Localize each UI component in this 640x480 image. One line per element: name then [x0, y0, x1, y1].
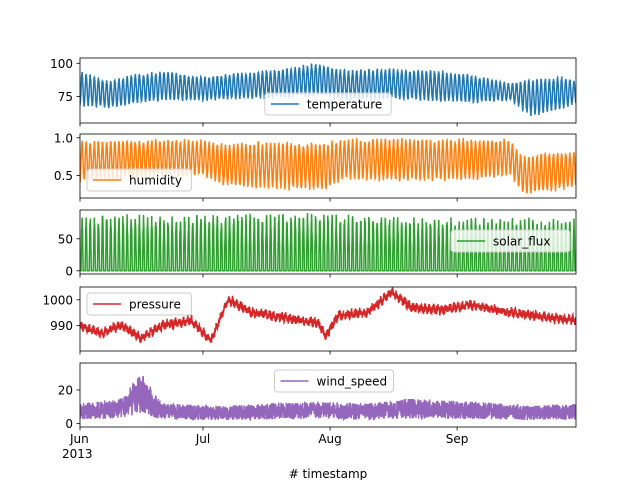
xtick-sublabel-year: 2013 — [62, 447, 93, 461]
temperature-ytick-label: 100 — [50, 57, 73, 71]
xtick-label-jun: Jun — [69, 432, 89, 446]
pressure-legend: pressure — [87, 293, 191, 315]
solar_flux-legend: solar_flux — [451, 230, 570, 252]
temperature-legend-label: temperature — [307, 98, 382, 112]
xtick-label-jul: Jul — [195, 432, 210, 446]
wind_speed-ytick-label: 0 — [65, 417, 73, 431]
humidity-legend-label: humidity — [129, 174, 182, 188]
solar_flux-ytick-label: 50 — [58, 232, 73, 246]
wind_speed-legend-label: wind_speed — [317, 375, 388, 389]
humidity-ytick-label: 1.0 — [54, 131, 73, 145]
solar_flux-ytick-label: 0 — [65, 264, 73, 278]
pressure-ytick-label: 1000 — [42, 293, 73, 307]
wind_speed-legend: wind_speed — [275, 370, 394, 392]
pressure-ytick-label: 990 — [50, 319, 73, 333]
solar_flux-legend-label: solar_flux — [493, 235, 550, 249]
temperature-ytick-label: 75 — [58, 90, 73, 104]
xtick-label-aug: Aug — [318, 432, 341, 446]
pressure-legend-label: pressure — [129, 298, 181, 312]
wind_speed-ytick-label: 20 — [58, 383, 73, 397]
x-axis-label: # timestamp — [289, 467, 368, 480]
humidity-legend: humidity — [87, 169, 191, 191]
xtick-label-sep: Sep — [446, 432, 469, 446]
humidity-ytick-label: 0.5 — [54, 169, 73, 183]
temperature-legend: temperature — [265, 93, 391, 115]
